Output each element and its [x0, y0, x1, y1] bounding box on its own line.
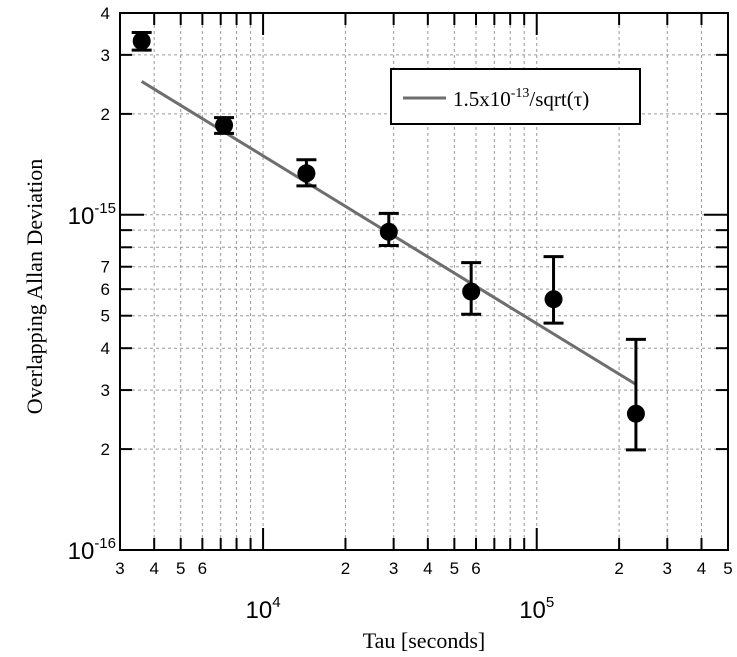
data-marker	[626, 404, 645, 423]
data-marker	[132, 32, 151, 51]
y-tick-label: 2	[101, 105, 110, 124]
y-tick-label: 5	[101, 307, 110, 326]
data-marker	[215, 116, 234, 135]
x-tick-label: 4	[697, 559, 706, 578]
x-tick-label: 5	[176, 559, 185, 578]
x-tick-label: 3	[389, 559, 398, 578]
x-tick-label-decade: 104	[246, 594, 281, 624]
plot-area-frame	[119, 12, 729, 551]
y-tick-label: 2	[101, 440, 110, 459]
x-tick-label: 3	[115, 559, 124, 578]
legend-label: 1.5x10-13/sqrt(τ)	[453, 86, 589, 111]
data-marker	[379, 222, 398, 241]
legend-label-suffix: /sqrt(τ)	[529, 87, 589, 111]
data-points	[131, 30, 646, 452]
legend-label-prefix: 1.5x10	[453, 87, 511, 111]
y-tick-labels: 2 3 4 5 6 7 2 3 4 10-16 10-15	[68, 4, 116, 565]
data-marker	[297, 164, 316, 183]
y-tick-label: 7	[101, 258, 110, 277]
x-tick-label: 2	[341, 559, 350, 578]
data-point	[461, 261, 482, 316]
x-tick-label-decade: 105	[519, 594, 554, 624]
axis-ticks	[120, 13, 728, 550]
x-tick-label: 5	[450, 559, 459, 578]
data-point	[296, 158, 317, 188]
x-axis-label: Tau [seconds]	[363, 628, 485, 653]
x-tick-label: 4	[423, 559, 432, 578]
legend-label-exponent: -13	[511, 86, 530, 101]
data-marker	[544, 290, 563, 309]
data-marker	[462, 282, 481, 301]
legend: 1.5x10-13/sqrt(τ)	[390, 68, 641, 125]
y-tick-label: 3	[101, 46, 110, 65]
data-point	[625, 337, 646, 452]
data-point	[131, 30, 152, 52]
x-tick-label: 6	[198, 559, 207, 578]
data-point	[543, 255, 564, 325]
x-tick-label: 3	[663, 559, 672, 578]
y-axis-label: Overlapping Allan Deviation	[22, 159, 47, 414]
y-tick-label: 3	[101, 381, 110, 400]
y-tick-label: 4	[101, 339, 110, 358]
data-point	[214, 116, 235, 135]
y-tick-label-decade: 10-16	[68, 535, 116, 565]
data-point	[378, 211, 399, 247]
y-tick-label: 6	[101, 280, 110, 299]
y-tick-label: 4	[101, 4, 110, 23]
x-tick-label: 2	[614, 559, 623, 578]
x-tick-label: 5	[723, 559, 732, 578]
y-tick-label-decade: 10-15	[68, 200, 116, 230]
x-tick-label: 4	[149, 559, 158, 578]
x-tick-label: 6	[471, 559, 480, 578]
